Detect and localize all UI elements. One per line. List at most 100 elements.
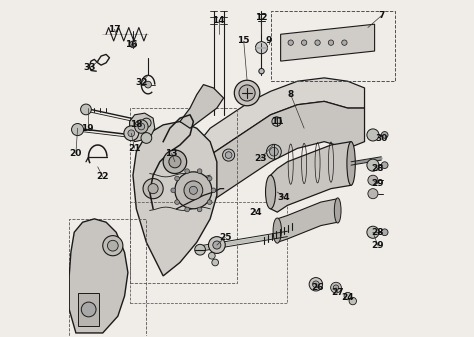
Text: 21: 21	[128, 144, 141, 153]
Text: 26: 26	[311, 283, 324, 292]
Circle shape	[381, 229, 388, 236]
Circle shape	[328, 40, 334, 45]
Circle shape	[367, 226, 379, 238]
Text: 23: 23	[254, 154, 267, 163]
Text: 20: 20	[70, 149, 82, 158]
Circle shape	[175, 176, 180, 181]
Polygon shape	[69, 219, 128, 333]
Circle shape	[175, 200, 180, 205]
Text: 24: 24	[249, 208, 262, 217]
Circle shape	[169, 156, 181, 168]
Text: 32: 32	[135, 79, 147, 87]
Text: 17: 17	[108, 25, 121, 34]
Circle shape	[367, 159, 379, 171]
Polygon shape	[180, 101, 365, 229]
Circle shape	[344, 292, 351, 300]
Text: 27: 27	[331, 288, 344, 297]
Polygon shape	[271, 142, 351, 212]
Circle shape	[349, 297, 356, 305]
Circle shape	[207, 200, 212, 205]
Circle shape	[145, 81, 151, 88]
Circle shape	[234, 80, 260, 106]
Ellipse shape	[273, 218, 282, 243]
Circle shape	[211, 188, 216, 193]
Polygon shape	[78, 293, 100, 326]
Text: 19: 19	[82, 124, 94, 133]
Circle shape	[184, 181, 203, 200]
Circle shape	[209, 252, 215, 259]
Polygon shape	[180, 78, 365, 185]
Circle shape	[138, 123, 145, 130]
Polygon shape	[129, 113, 155, 142]
Circle shape	[81, 302, 96, 317]
Text: 29: 29	[372, 241, 384, 250]
Circle shape	[141, 132, 152, 143]
Text: 13: 13	[165, 149, 178, 158]
Circle shape	[270, 147, 278, 156]
Circle shape	[331, 282, 341, 293]
Circle shape	[223, 149, 235, 161]
Circle shape	[197, 207, 202, 212]
Circle shape	[135, 120, 148, 133]
Polygon shape	[281, 24, 374, 61]
Text: 33: 33	[83, 63, 96, 72]
Circle shape	[315, 40, 320, 45]
Circle shape	[266, 144, 281, 159]
Text: 11: 11	[271, 117, 283, 126]
Circle shape	[189, 186, 197, 194]
Circle shape	[333, 285, 339, 290]
Ellipse shape	[347, 142, 356, 185]
Text: 7: 7	[378, 11, 384, 20]
Circle shape	[259, 68, 264, 74]
Circle shape	[239, 85, 255, 101]
Circle shape	[197, 169, 202, 174]
Circle shape	[368, 189, 378, 199]
Circle shape	[124, 126, 139, 141]
Circle shape	[175, 172, 212, 209]
Circle shape	[342, 40, 347, 45]
Circle shape	[368, 175, 378, 185]
Text: 12: 12	[255, 13, 267, 22]
Circle shape	[148, 184, 158, 194]
Text: 29: 29	[372, 179, 384, 188]
Circle shape	[171, 188, 175, 193]
Circle shape	[129, 41, 137, 48]
Text: 24: 24	[341, 293, 354, 302]
Circle shape	[309, 278, 323, 291]
Circle shape	[209, 237, 225, 253]
Text: 8: 8	[288, 90, 294, 99]
Text: 25: 25	[219, 233, 231, 242]
Circle shape	[381, 162, 388, 168]
Circle shape	[255, 42, 267, 54]
Circle shape	[142, 118, 151, 128]
Text: 28: 28	[372, 164, 384, 173]
Ellipse shape	[265, 175, 275, 209]
Text: 15: 15	[237, 36, 250, 45]
Circle shape	[143, 179, 163, 199]
Circle shape	[163, 150, 187, 174]
Circle shape	[381, 131, 388, 138]
Text: 16: 16	[125, 40, 137, 49]
Ellipse shape	[334, 198, 341, 223]
Polygon shape	[277, 199, 337, 242]
Circle shape	[195, 244, 205, 255]
Circle shape	[301, 40, 307, 45]
Circle shape	[185, 169, 190, 174]
Circle shape	[288, 40, 293, 45]
Text: 22: 22	[97, 173, 109, 181]
Text: 9: 9	[266, 36, 272, 45]
Text: 30: 30	[375, 134, 388, 143]
Polygon shape	[180, 85, 224, 128]
Polygon shape	[133, 122, 217, 276]
Circle shape	[72, 124, 83, 135]
Circle shape	[81, 104, 91, 115]
Text: 34: 34	[278, 192, 290, 202]
Circle shape	[367, 129, 379, 141]
Circle shape	[225, 152, 232, 158]
Circle shape	[128, 130, 135, 136]
Circle shape	[312, 281, 319, 288]
Circle shape	[103, 236, 123, 256]
Circle shape	[212, 259, 219, 266]
Circle shape	[207, 176, 212, 181]
Circle shape	[213, 241, 221, 249]
